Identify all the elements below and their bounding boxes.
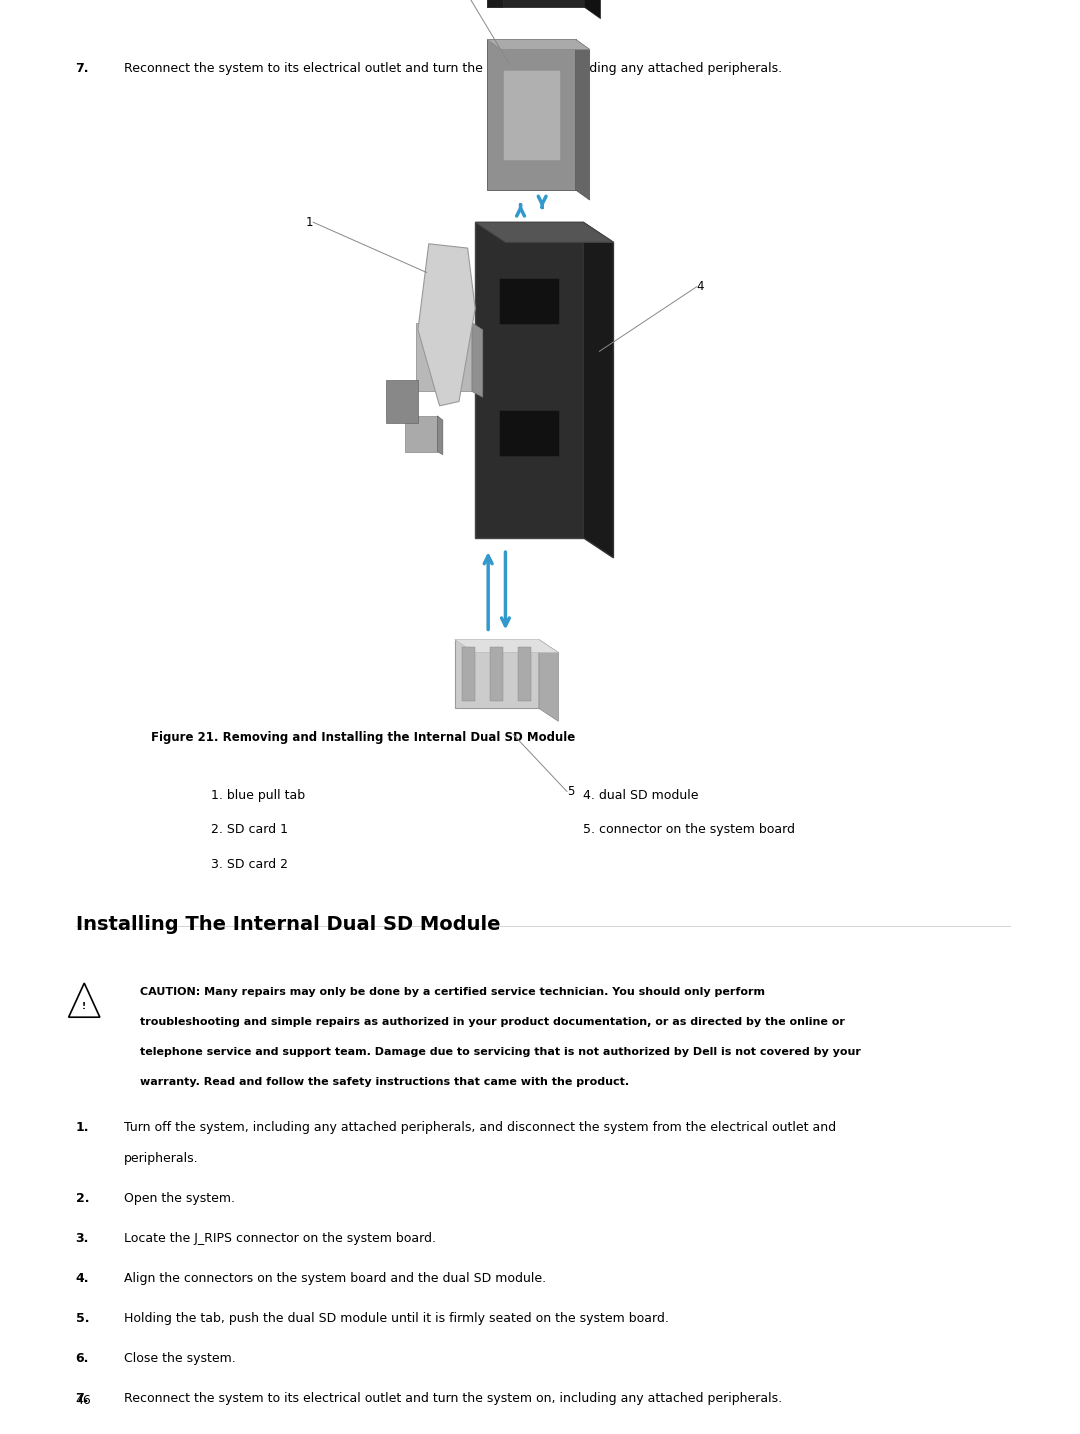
Polygon shape xyxy=(475,222,613,242)
Polygon shape xyxy=(487,0,584,7)
Text: !: ! xyxy=(82,1002,86,1011)
Text: 6.: 6. xyxy=(76,1352,89,1365)
Text: 2. SD card 1: 2. SD card 1 xyxy=(211,823,287,836)
Text: Installing The Internal Dual SD Module: Installing The Internal Dual SD Module xyxy=(76,915,500,934)
Text: 4: 4 xyxy=(697,280,704,294)
Text: 2.: 2. xyxy=(76,1192,90,1205)
Text: 7.: 7. xyxy=(76,62,90,75)
Text: 3.: 3. xyxy=(76,1232,89,1245)
Polygon shape xyxy=(502,70,561,161)
Polygon shape xyxy=(455,640,539,708)
Text: Align the connectors on the system board and the dual SD module.: Align the connectors on the system board… xyxy=(124,1272,546,1285)
Text: 1. blue pull tab: 1. blue pull tab xyxy=(211,789,305,802)
Polygon shape xyxy=(472,323,483,397)
Polygon shape xyxy=(462,647,475,701)
Polygon shape xyxy=(487,40,590,50)
Text: 46: 46 xyxy=(76,1394,92,1407)
Text: troubleshooting and simple repairs as authorized in your product documentation, : troubleshooting and simple repairs as au… xyxy=(140,1017,846,1027)
Polygon shape xyxy=(487,0,503,7)
Text: Turn off the system, including any attached peripherals, and disconnect the syst: Turn off the system, including any attac… xyxy=(124,1121,836,1134)
Polygon shape xyxy=(499,278,559,324)
Text: 5.: 5. xyxy=(76,1312,90,1325)
Text: Open the system.: Open the system. xyxy=(124,1192,235,1205)
Text: telephone service and support team. Damage due to servicing that is not authoriz: telephone service and support team. Dama… xyxy=(140,1047,861,1057)
Text: Reconnect the system to its electrical outlet and turn the system on, including : Reconnect the system to its electrical o… xyxy=(124,1392,782,1405)
Polygon shape xyxy=(418,244,475,406)
Polygon shape xyxy=(455,640,558,652)
Text: 1: 1 xyxy=(306,215,313,229)
Text: CAUTION: Many repairs may only be done by a certified service technician. You sh: CAUTION: Many repairs may only be done b… xyxy=(140,987,766,997)
Text: Locate the J_RIPS connector on the system board.: Locate the J_RIPS connector on the syste… xyxy=(124,1232,436,1245)
Text: 7.: 7. xyxy=(76,1392,90,1405)
Text: Holding the tab, push the dual SD module until it is firmly seated on the system: Holding the tab, push the dual SD module… xyxy=(124,1312,670,1325)
Polygon shape xyxy=(499,410,559,456)
Polygon shape xyxy=(386,380,418,423)
Text: warranty. Read and follow the safety instructions that came with the product.: warranty. Read and follow the safety ins… xyxy=(140,1077,630,1087)
Polygon shape xyxy=(518,647,531,701)
Text: 5. connector on the system board: 5. connector on the system board xyxy=(583,823,795,836)
Text: Close the system.: Close the system. xyxy=(124,1352,235,1365)
Text: 1.: 1. xyxy=(76,1121,90,1134)
Text: Figure 21. Removing and Installing the Internal Dual SD Module: Figure 21. Removing and Installing the I… xyxy=(151,731,576,744)
Polygon shape xyxy=(405,416,437,452)
Text: peripherals.: peripherals. xyxy=(124,1152,199,1164)
Polygon shape xyxy=(584,0,600,19)
Polygon shape xyxy=(490,647,503,701)
Text: 4.: 4. xyxy=(76,1272,90,1285)
Text: 5: 5 xyxy=(567,784,575,799)
Polygon shape xyxy=(69,984,99,1017)
Polygon shape xyxy=(416,323,472,391)
Text: Reconnect the system to its electrical outlet and turn the system on, including : Reconnect the system to its electrical o… xyxy=(124,62,782,75)
Polygon shape xyxy=(475,222,583,538)
Polygon shape xyxy=(437,416,443,455)
Polygon shape xyxy=(583,222,613,558)
Text: 4. dual SD module: 4. dual SD module xyxy=(583,789,699,802)
Text: 3. SD card 2: 3. SD card 2 xyxy=(211,858,287,870)
Polygon shape xyxy=(487,40,576,191)
Polygon shape xyxy=(576,40,590,201)
Polygon shape xyxy=(539,640,558,721)
